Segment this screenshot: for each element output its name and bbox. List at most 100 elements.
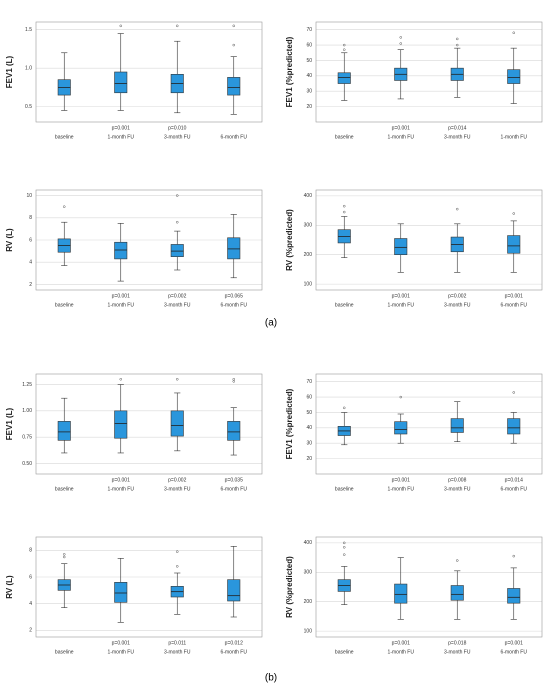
box <box>450 418 464 433</box>
outlier <box>512 31 515 35</box>
x-tick-label: 6-month FU <box>221 486 248 492</box>
outlier <box>343 541 346 545</box>
y-tick-label: 0.75 <box>22 434 32 440</box>
chart: RV (L) 2 4 6 8 baseline p=0.001 1-month FU p=0.0… <box>5 536 263 655</box>
x-tick-label: baseline <box>335 302 354 308</box>
p-value: p=0.001 <box>112 640 130 646</box>
y-tick-label: 400 <box>304 540 313 546</box>
box <box>114 71 128 94</box>
outlier <box>343 553 346 556</box>
outlier <box>232 380 235 383</box>
chart: FEV1 (L) 0.5 1.0 1.5 baseline p=0.001 1-month … <box>5 21 263 140</box>
y-tick-label: 8 <box>29 548 32 554</box>
y-tick-label: 2 <box>29 628 32 634</box>
outlier <box>176 220 179 224</box>
x-tick-label: 1-month FU <box>501 134 528 140</box>
y-tick-label: 0.5 <box>25 104 32 110</box>
outlier <box>63 555 66 559</box>
x-tick-label: 1-month FU <box>108 649 135 655</box>
box <box>114 582 128 603</box>
x-tick-label: 6-month FU <box>221 649 248 655</box>
outlier <box>176 550 179 553</box>
outlier <box>512 391 515 394</box>
p-value: p=0.012 <box>225 640 243 646</box>
box <box>507 418 521 435</box>
y-tick-label: 1.0 <box>25 65 32 71</box>
x-tick-label: 6-month FU <box>221 134 248 140</box>
chart: FEV1 (%predicted) 20 30 40 50 60 70 baseline p=0… <box>285 373 543 492</box>
y-tick-label: 50 <box>306 58 312 64</box>
y-tick-label: 400 <box>304 193 313 199</box>
p-value: p=0.014 <box>505 477 523 483</box>
box <box>57 421 71 441</box>
box <box>507 235 521 254</box>
outlier <box>456 43 459 47</box>
x-tick-label: baseline <box>55 302 74 308</box>
p-value: p=0.002 <box>448 293 466 299</box>
y-axis-label: RV (L) <box>5 228 14 252</box>
plot-frame <box>315 536 543 638</box>
y-tick-label: 10 <box>26 193 32 199</box>
x-tick-label: 6-month FU <box>501 302 528 308</box>
x-tick-label: 1-month FU <box>108 486 135 492</box>
figure-label: (a) <box>265 318 277 329</box>
p-value: p=0.001 <box>112 125 130 131</box>
y-axis-label: RV (%predicted) <box>285 209 294 271</box>
outlier <box>232 378 235 381</box>
p-value: p=0.002 <box>168 293 186 299</box>
outlier <box>512 212 515 215</box>
outlier <box>176 378 179 381</box>
p-value: p=0.008 <box>448 477 466 483</box>
y-axis-label: FEV1 (%predicted) <box>285 388 294 459</box>
y-tick-label: 40 <box>306 425 312 431</box>
x-tick-label: 1-month FU <box>388 649 415 655</box>
outlier <box>63 205 66 208</box>
y-tick-label: 40 <box>306 73 312 79</box>
plot-frame <box>35 189 263 291</box>
y-tick-label: 20 <box>306 456 312 462</box>
outlier <box>176 24 179 28</box>
x-tick-label: baseline <box>55 134 74 140</box>
y-tick-label: 70 <box>306 379 312 385</box>
x-tick-label: 6-month FU <box>221 302 248 308</box>
box <box>170 410 184 437</box>
outlier <box>512 554 515 558</box>
x-tick-label: 3-month FU <box>444 302 471 308</box>
y-axis-label: FEV1 (L) <box>5 55 14 88</box>
y-tick-label: 4 <box>29 601 32 607</box>
p-value: p=0.001 <box>392 640 410 646</box>
y-tick-label: 200 <box>304 252 313 258</box>
box <box>337 72 351 84</box>
outlier <box>232 24 235 28</box>
box <box>227 421 241 441</box>
y-axis-label: RV (L) <box>5 575 14 599</box>
y-tick-label: 300 <box>304 223 313 229</box>
outlier <box>343 204 346 208</box>
outlier <box>343 406 346 410</box>
p-value: p=0.002 <box>168 477 186 483</box>
x-tick-label: baseline <box>335 649 354 655</box>
chart: RV (%predicted) 100 200 300 400 baseline p=0.0… <box>285 189 543 308</box>
y-axis-label: FEV1 (L) <box>5 407 14 440</box>
chart: FEV1 (L) 0.50 0.75 1.00 1.25 baseline p=0.001 1… <box>5 373 263 492</box>
p-value: p=0.014 <box>448 125 466 131</box>
x-tick-label: 3-month FU <box>444 134 471 140</box>
y-tick-label: 100 <box>304 281 313 287</box>
outlier <box>176 194 179 197</box>
y-tick-label: 1.00 <box>22 408 32 414</box>
box <box>170 244 184 257</box>
outlier <box>176 565 179 568</box>
y-tick-label: 60 <box>306 42 312 48</box>
p-value: p=0.001 <box>392 293 410 299</box>
outlier <box>119 24 122 28</box>
outlier <box>63 553 66 556</box>
box <box>507 588 521 604</box>
figure-label: (b) <box>265 673 277 684</box>
chart: RV (%predicted) 100 200 300 400 baseline p=0.0… <box>285 536 543 655</box>
x-tick-label: 6-month FU <box>501 649 528 655</box>
p-value: p=0.018 <box>448 640 466 646</box>
outlier <box>343 210 346 214</box>
x-tick-label: 3-month FU <box>164 649 191 655</box>
y-tick-label: 50 <box>306 410 312 416</box>
plot-frame <box>315 373 543 475</box>
